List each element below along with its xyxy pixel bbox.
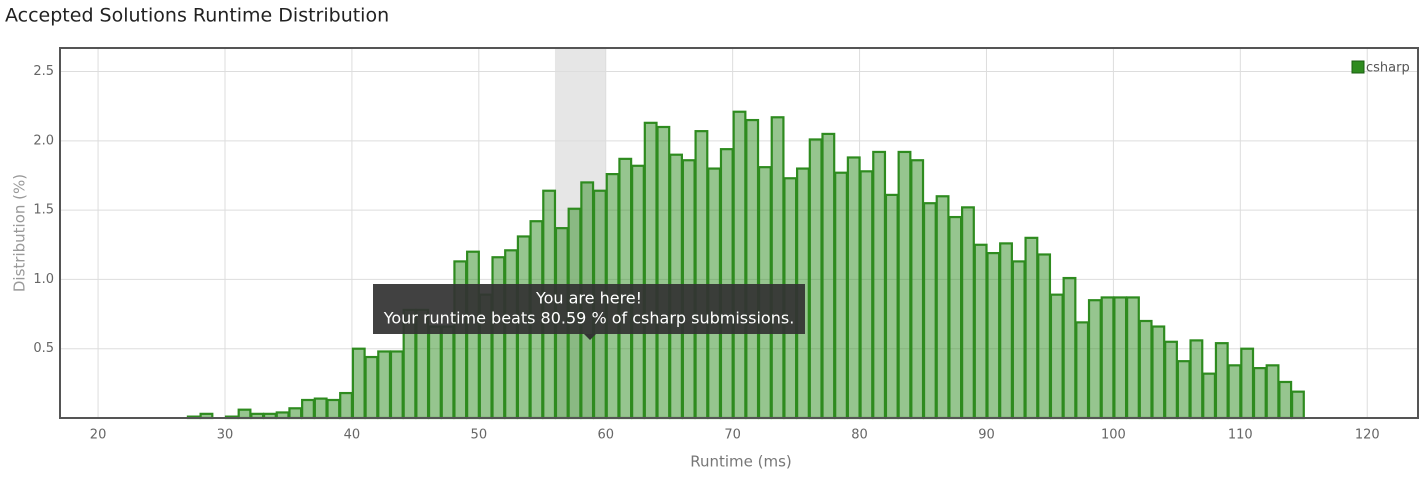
x-tick-label: 110	[1228, 428, 1253, 443]
x-tick-label: 90	[978, 428, 995, 443]
bar	[821, 132, 836, 420]
y-tick-label: 2.5	[33, 64, 54, 79]
bar	[1011, 260, 1026, 420]
bar	[491, 256, 506, 420]
bar	[859, 170, 874, 420]
x-axis-label: Runtime (ms)	[690, 453, 792, 471]
x-tick-label: 80	[851, 428, 868, 443]
bar	[1049, 293, 1064, 420]
bar	[1189, 339, 1204, 420]
bar	[770, 116, 785, 420]
bar	[834, 171, 848, 420]
tooltip-box	[373, 284, 805, 334]
x-tick-label: 100	[1101, 428, 1126, 443]
x-tick-label: 40	[344, 428, 361, 443]
tooltip-title: You are here!	[535, 289, 642, 308]
bar	[1062, 276, 1077, 420]
bar	[1214, 342, 1229, 420]
bar	[326, 398, 341, 420]
bar	[656, 125, 671, 420]
bar	[884, 193, 899, 420]
bar	[466, 250, 480, 420]
bar	[961, 206, 975, 420]
bar	[237, 408, 252, 420]
y-tick-label: 1.5	[33, 203, 54, 218]
x-tick-label: 60	[597, 428, 614, 443]
bar	[872, 150, 887, 420]
bar	[999, 242, 1013, 420]
bar	[745, 118, 760, 420]
bar	[288, 407, 303, 420]
bar	[732, 110, 747, 420]
x-tick-label: 50	[471, 428, 488, 443]
plot-frame	[59, 47, 1419, 419]
bar	[1151, 325, 1166, 420]
bar	[1202, 372, 1217, 420]
bar	[1240, 347, 1255, 420]
bar	[427, 325, 442, 420]
y-axis-label: Distribution (%)	[11, 174, 29, 292]
bar	[973, 243, 988, 420]
bar	[643, 121, 658, 420]
tooltip-text: Your runtime beats 80.59 % of csharp sub…	[383, 309, 795, 328]
tooltip-arrow	[584, 334, 596, 340]
bar	[1138, 319, 1153, 420]
bar	[1100, 296, 1115, 420]
bar	[910, 159, 925, 420]
bar	[339, 391, 354, 420]
bar	[935, 195, 950, 420]
y-tick-label: 0.5	[33, 341, 54, 356]
bar	[301, 398, 315, 420]
bar	[1024, 236, 1039, 420]
bar	[504, 249, 518, 420]
bar	[1087, 299, 1102, 420]
bar	[389, 350, 404, 420]
bar	[364, 355, 379, 420]
chart-title: Accepted Solutions Runtime Distribution	[5, 5, 389, 27]
legend-label: csharp	[1366, 61, 1410, 76]
bar	[1125, 296, 1140, 420]
bar	[1227, 364, 1242, 420]
bar	[1252, 367, 1267, 420]
bar	[313, 397, 328, 420]
bar	[694, 130, 709, 420]
bar	[948, 215, 963, 420]
bar	[808, 138, 823, 420]
x-tick-label: 70	[724, 428, 741, 443]
bar	[440, 325, 455, 420]
x-tick-label: 20	[90, 428, 107, 443]
y-tick-label: 2.0	[33, 133, 54, 148]
bar	[846, 156, 861, 420]
bar	[1164, 340, 1178, 420]
bar	[1176, 360, 1191, 420]
bar	[377, 350, 392, 420]
x-tick-label: 120	[1355, 428, 1380, 443]
bar	[1265, 364, 1280, 420]
legend-swatch	[1351, 60, 1365, 74]
bar	[1290, 390, 1305, 420]
bar	[1113, 296, 1128, 420]
bar	[1278, 380, 1293, 420]
bar	[922, 202, 937, 420]
bar	[1037, 253, 1052, 420]
y-tick-label: 1.0	[33, 272, 54, 287]
bar	[351, 347, 366, 420]
x-tick-label: 30	[217, 428, 234, 443]
bar	[1075, 321, 1090, 420]
bar	[986, 251, 1001, 420]
bar	[897, 150, 912, 420]
bar	[719, 148, 734, 420]
